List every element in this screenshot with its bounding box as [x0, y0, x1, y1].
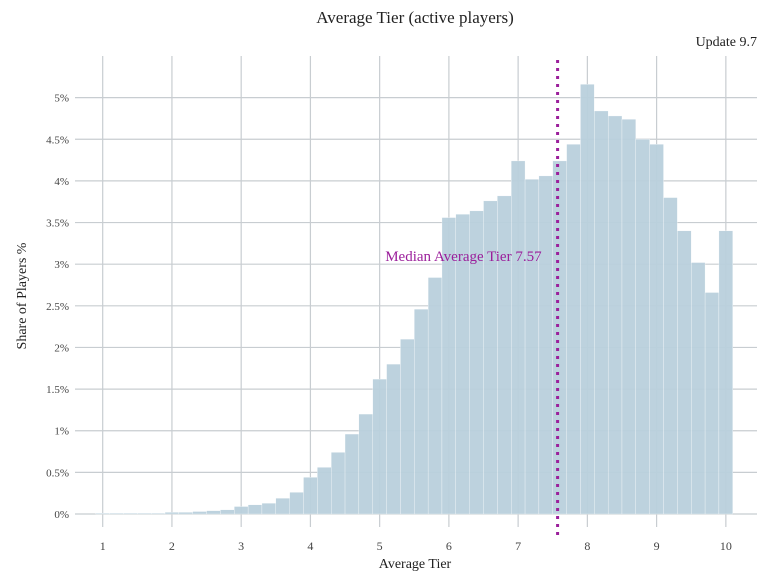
histogram-bar: [358, 413, 373, 515]
histogram-bar: [164, 512, 180, 515]
histogram-bar: [649, 144, 664, 515]
y-tick-label: 2%: [54, 342, 69, 354]
histogram-bar: [275, 498, 290, 515]
histogram-bar: [511, 160, 526, 515]
x-tick-label: 9: [654, 539, 660, 553]
histogram-bar: [483, 200, 498, 515]
histogram-bar: [247, 504, 263, 515]
x-tick-labels: 1 2 3 4 5 6 7 8 9 10: [100, 539, 732, 553]
histogram-bar: [95, 513, 110, 515]
histogram-bar: [677, 230, 692, 515]
x-tick-label: 6: [446, 539, 452, 553]
x-axis-label: Average Tier: [379, 557, 452, 572]
histogram-bar: [718, 230, 733, 515]
histogram-bar: [704, 292, 720, 515]
histogram-bar: [317, 467, 332, 515]
histogram-bar: [331, 452, 346, 515]
histogram-bar: [524, 179, 540, 515]
histogram-bar: [497, 195, 512, 515]
histogram-bar: [566, 144, 581, 515]
histogram-bar: [151, 513, 166, 515]
median-label: Median Average Tier 7.57: [385, 249, 542, 265]
x-tick-label: 7: [515, 539, 521, 553]
y-tick-label: 1%: [54, 426, 69, 438]
y-tick-label: 0%: [54, 509, 69, 521]
histogram-bar: [552, 160, 567, 515]
histogram-bar: [580, 84, 595, 515]
y-tick-label: 4%: [54, 176, 69, 188]
histogram-bar: [123, 513, 138, 515]
histogram-bar: [635, 139, 650, 515]
histogram-bar: [178, 512, 193, 515]
x-tick-label: 5: [377, 539, 383, 553]
histogram-bar: [663, 197, 678, 515]
histogram-bar: [621, 119, 636, 515]
histogram-bar: [594, 110, 609, 515]
histogram-bars: [95, 84, 733, 515]
histogram-bar: [386, 363, 401, 515]
histogram-bar: [289, 492, 304, 515]
y-tick-label: 2.5%: [46, 301, 69, 313]
x-tick-label: 4: [307, 539, 313, 553]
histogram-bar: [137, 513, 152, 515]
y-tick-label: 1.5%: [46, 384, 69, 396]
histogram-bar: [691, 262, 706, 515]
histogram-bar: [344, 433, 360, 515]
histogram-bar: [192, 511, 207, 515]
histogram-bar: [400, 338, 415, 515]
chart-subtitle: Update 9.7: [696, 35, 757, 50]
y-tick-label: 5%: [54, 93, 69, 105]
y-tick-label: 0.5%: [46, 467, 69, 479]
y-tick-label: 4.5%: [46, 134, 69, 146]
histogram-bar: [109, 513, 124, 515]
histogram-bar: [206, 510, 221, 515]
histogram-bar: [234, 506, 249, 515]
y-axis-label: Share of Players %: [15, 242, 30, 349]
x-tick-label: 3: [238, 539, 244, 553]
histogram-bar: [372, 378, 387, 515]
histogram-bar: [538, 175, 553, 515]
y-tick-label: 3%: [54, 259, 69, 271]
histogram-bar: [427, 277, 443, 515]
histogram-bar: [303, 477, 318, 515]
y-tick-label: 3.5%: [46, 218, 69, 230]
histogram-bar: [414, 308, 429, 515]
histogram-bar: [607, 115, 623, 515]
x-tick-label: 1: [100, 539, 106, 553]
x-tick-label: 10: [720, 539, 732, 553]
histogram-bar: [220, 509, 235, 515]
x-tick-label: 2: [169, 539, 175, 553]
x-tick-label: 8: [584, 539, 590, 553]
histogram-bar: [261, 503, 276, 515]
y-tick-labels: 0% 0.5% 1% 1.5% 2% 2.5% 3% 3.5% 4% 4.5% 5%: [46, 93, 69, 521]
chart-title: Average Tier (active players): [316, 8, 513, 27]
